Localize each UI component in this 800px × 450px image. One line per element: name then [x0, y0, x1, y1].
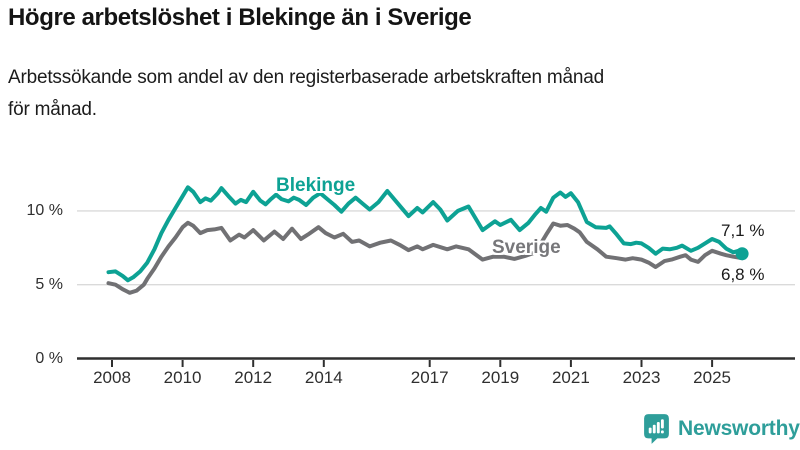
newsworthy-speech-bubble-bar-chart-icon: [644, 414, 669, 444]
series-line-blekinge: [106, 185, 745, 283]
chart-subtitle-line-1: Arbetssökande som andel av den registerb…: [8, 67, 605, 88]
series-line-sverige: [106, 220, 745, 295]
end-value-label-blekinge: 7,1 %: [721, 221, 765, 240]
chart-subtitle-line-2: för månad.: [8, 99, 97, 120]
series-label-sverige: Sverige: [492, 237, 561, 258]
chart-subtitle: Arbetssökande som andel av den registerb…: [8, 62, 604, 126]
newsworthy-logo: Newsworthy: [643, 413, 800, 445]
chart-title: Högre arbetslöshet i Blekinge än i Sveri…: [8, 4, 472, 31]
series-end-dot-blekinge: [735, 247, 749, 261]
series-label-blekinge: Blekinge: [276, 175, 356, 196]
newsworthy-wordmark: Newsworthy: [678, 417, 800, 440]
end-value-label-sverige: 6,8 %: [721, 265, 765, 284]
